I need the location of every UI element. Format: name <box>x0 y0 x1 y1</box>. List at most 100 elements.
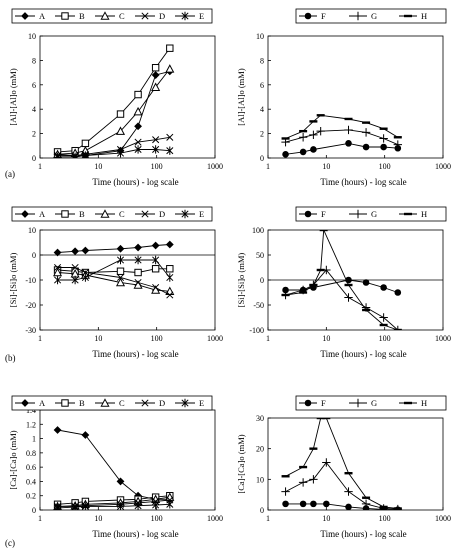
data-point-G <box>379 504 388 510</box>
legend-marker-D <box>141 12 149 20</box>
data-point-G <box>344 125 353 135</box>
plot-area <box>53 426 175 510</box>
x-tick-label: 100 <box>379 514 391 523</box>
data-point-E <box>152 255 160 265</box>
data-point-H <box>319 230 328 232</box>
legend-marker-C <box>100 209 110 218</box>
data-point-F <box>394 289 402 296</box>
data-point-H <box>379 505 388 509</box>
y-axis-label: [Ca]-[Ca]o (mM) <box>236 434 246 493</box>
data-point-A <box>165 240 174 249</box>
series-line-H <box>285 418 398 509</box>
data-point-H <box>362 121 371 124</box>
plot-area <box>281 114 403 158</box>
y-tick-label: 20 <box>256 445 264 454</box>
data-point-E <box>152 145 160 154</box>
legend-label-B: B <box>79 209 85 219</box>
data-point-A <box>116 477 125 486</box>
data-point-C <box>53 267 63 277</box>
data-point-D <box>152 136 160 144</box>
series-line-H <box>285 230 398 330</box>
legend-marker-G <box>353 11 363 21</box>
data-point-B <box>151 265 160 273</box>
data-point-H <box>322 418 331 420</box>
legend-marker-E <box>181 398 189 408</box>
data-point-B <box>134 268 142 277</box>
data-point-G <box>322 458 331 467</box>
legend-marker-H <box>404 212 412 216</box>
legend-label-G: G <box>371 11 377 21</box>
y-tick-label: 10 <box>28 226 36 235</box>
data-point-D <box>166 291 174 299</box>
y-tick-label: 2 <box>260 130 264 139</box>
data-point-F <box>299 148 307 156</box>
data-point-E <box>116 148 125 158</box>
legend-box <box>295 395 447 411</box>
x-tick-label: 10 <box>322 514 330 523</box>
x-tick-label: 100 <box>151 514 163 523</box>
data-point-H <box>299 465 308 469</box>
plot-area <box>281 230 403 330</box>
legend-c-right: F G H <box>295 395 447 411</box>
legend-marker-B <box>61 12 69 20</box>
data-point-A <box>71 247 80 256</box>
legend-marker-F <box>304 12 312 20</box>
data-point-F <box>362 143 370 151</box>
series-H <box>281 230 402 330</box>
series-line-G <box>285 269 399 330</box>
legend-label-B: B <box>79 11 85 21</box>
legend-marker-F <box>304 399 312 407</box>
legend-label-A: A <box>39 398 46 408</box>
legend-marker-F <box>304 210 312 218</box>
data-point-H <box>316 418 325 420</box>
y-tick-label: 0.4 <box>26 477 36 486</box>
x-tick-label: 1 <box>266 514 270 523</box>
x-tick-label: 100 <box>151 162 163 171</box>
data-point-G <box>379 313 388 322</box>
legend-label-H: H <box>421 209 427 219</box>
legend-marker-E <box>181 209 189 219</box>
y-axis-label: [Si]-[Si]o (mM) <box>236 253 246 308</box>
plot-area <box>53 44 175 158</box>
data-point-G <box>393 325 403 330</box>
data-point-F <box>345 140 352 147</box>
legend-label-H: H <box>421 398 427 408</box>
chart-b-right: 1 10 100 1000 -100 -50 0 50 100 Time (hours) - lo… <box>236 226 451 359</box>
data-point-H <box>362 308 371 312</box>
data-point-C <box>115 277 126 287</box>
plot-area <box>281 418 403 510</box>
legend-marker-A <box>21 399 29 407</box>
chart-b-left: 1 10 100 1000 -30 -20 -10 0 10 Time (hours) - log… <box>8 226 223 359</box>
legend-label-F: F <box>321 11 326 21</box>
row-label-c: (c) <box>5 538 15 548</box>
y-tick-label: 0 <box>260 506 264 515</box>
series-H <box>281 114 402 140</box>
data-point-H <box>281 475 290 478</box>
y-tick-label: 0 <box>260 276 264 285</box>
y-tick-label: 8 <box>32 56 36 65</box>
series-line-H <box>285 114 399 139</box>
data-point-E <box>134 501 142 510</box>
y-tick-label: 30 <box>256 414 264 423</box>
x-tick-label: 100 <box>379 334 391 343</box>
series-D <box>54 263 174 299</box>
data-point-F <box>380 284 387 291</box>
data-point-A <box>53 248 62 257</box>
y-tick-label: 1 <box>32 435 36 444</box>
legend-label-D: D <box>159 398 165 408</box>
data-point-A <box>151 241 160 250</box>
data-point-B <box>81 139 90 148</box>
data-point-G <box>309 130 318 140</box>
legend-label-C: C <box>119 11 125 21</box>
plot-frame <box>267 35 444 159</box>
x-axis-label: Time (hours) - log scale <box>320 529 406 539</box>
legend-b-left: A B C D E <box>11 206 213 222</box>
data-point-D <box>54 263 62 272</box>
legend-marker-D <box>141 210 149 218</box>
data-point-B <box>134 90 142 99</box>
data-point-E <box>166 500 174 509</box>
y-tick-label: 0.8 <box>26 449 36 458</box>
data-point-F <box>299 500 307 508</box>
y-tick-label: 0 <box>32 251 36 260</box>
series-A <box>53 240 174 257</box>
